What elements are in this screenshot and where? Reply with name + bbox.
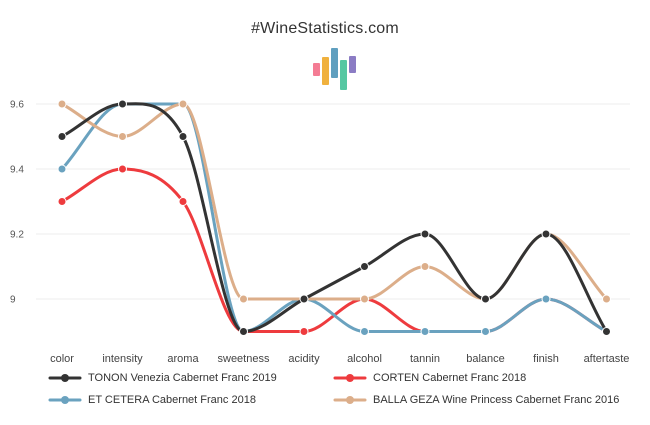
legend-swatch: [48, 374, 82, 382]
legend-swatch-dot: [346, 374, 354, 382]
x-tick-label: aftertaste: [584, 353, 630, 365]
data-point[interactable]: [239, 294, 248, 304]
x-tick-label: tannin: [410, 353, 440, 365]
y-tick-label: 9: [10, 295, 16, 306]
series-3: [57, 99, 611, 304]
data-point[interactable]: [118, 132, 127, 141]
site-title: #WineStatistics.com: [251, 20, 399, 37]
data-point[interactable]: [118, 99, 127, 109]
data-point[interactable]: [299, 327, 309, 336]
legend-swatch-dot: [346, 396, 354, 404]
data-point[interactable]: [299, 294, 309, 304]
legend-item[interactable]: BALLA GEZA Wine Princess Cabernet Franc …: [333, 394, 619, 406]
legend-swatch: [333, 374, 367, 382]
logo-bar: [331, 48, 338, 78]
logo-bar: [340, 60, 347, 90]
x-tick-label: aroma: [167, 353, 199, 365]
legend-swatch: [48, 396, 82, 404]
logo-bar: [349, 56, 356, 73]
data-point[interactable]: [178, 132, 188, 141]
legend-swatch-dot: [61, 396, 69, 404]
data-point[interactable]: [360, 262, 369, 271]
legend-swatch: [333, 396, 367, 404]
legend-label: ET CETERA Cabernet Franc 2018: [88, 394, 256, 406]
series-line: [60, 102, 608, 301]
data-point[interactable]: [360, 327, 369, 336]
data-point[interactable]: [420, 262, 430, 271]
legend-swatch-dot: [61, 374, 69, 382]
legend-label: CORTEN Cabernet Franc 2018: [373, 372, 527, 384]
data-point[interactable]: [57, 99, 67, 109]
series-line: [60, 102, 608, 333]
data-point[interactable]: [420, 327, 430, 336]
y-tick-label: 9.4: [10, 165, 24, 176]
x-tick-label: acidity: [288, 353, 320, 365]
data-point[interactable]: [420, 229, 430, 239]
data-point[interactable]: [481, 327, 490, 336]
x-tick-label: sweetness: [218, 353, 270, 365]
data-point[interactable]: [481, 294, 490, 304]
data-point[interactable]: [541, 294, 551, 304]
x-tick-label: finish: [533, 353, 559, 365]
y-tick-label: 9.2: [10, 230, 24, 241]
legend-item[interactable]: TONON Venezia Cabernet Franc 2019: [48, 372, 277, 384]
data-point[interactable]: [602, 327, 611, 336]
data-point[interactable]: [602, 294, 611, 304]
data-point[interactable]: [178, 197, 188, 206]
legend-item[interactable]: CORTEN Cabernet Franc 2018: [333, 372, 526, 384]
series-0: [57, 99, 611, 336]
x-tick-label: intensity: [102, 353, 143, 365]
legend-label: TONON Venezia Cabernet Franc 2019: [88, 372, 277, 384]
legend-item[interactable]: ET CETERA Cabernet Franc 2018: [48, 394, 256, 406]
x-tick-label: color: [50, 353, 74, 365]
x-tick-label: alcohol: [347, 353, 382, 365]
data-point[interactable]: [239, 327, 248, 336]
series-line: [60, 102, 608, 333]
data-point[interactable]: [57, 132, 67, 141]
x-tick-label: balance: [466, 353, 505, 365]
data-point[interactable]: [57, 197, 67, 206]
data-point[interactable]: [118, 164, 127, 174]
y-tick-label: 9.6: [10, 100, 24, 111]
data-point[interactable]: [178, 99, 188, 109]
logo-bar: [313, 63, 320, 76]
legend-label: BALLA GEZA Wine Princess Cabernet Franc …: [373, 394, 620, 406]
data-point[interactable]: [360, 294, 369, 304]
bar-logo-icon: [313, 48, 356, 90]
data-point[interactable]: [57, 164, 67, 174]
logo-bar: [322, 57, 329, 85]
data-point[interactable]: [541, 229, 551, 239]
